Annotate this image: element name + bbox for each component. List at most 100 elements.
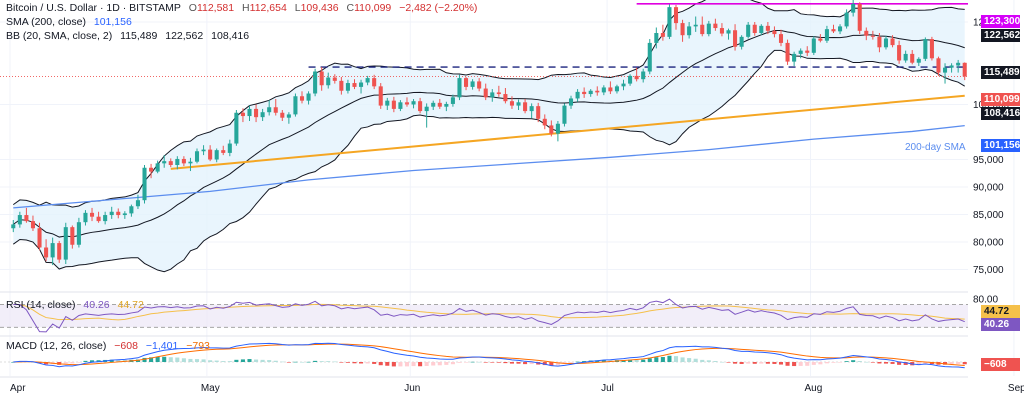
macd-histogram-bar [221, 361, 226, 362]
macd-histogram-bar [299, 361, 305, 363]
candle [555, 121, 560, 142]
candle-body [221, 150, 226, 153]
candle [496, 85, 501, 97]
candle [162, 155, 167, 168]
macd-histogram-bar [956, 362, 961, 365]
macd-histogram-bar [254, 359, 259, 362]
candle-body [687, 26, 692, 36]
rsi-tag: 40.26 [981, 318, 1020, 331]
macd-histogram-bar [706, 360, 711, 362]
candle-body [851, 3, 856, 13]
candle-body [647, 42, 652, 72]
candle [70, 225, 75, 249]
macd-histogram-bar [746, 362, 751, 364]
candle-body [63, 227, 68, 260]
candle-body [824, 29, 829, 41]
macd-histogram-bar [385, 362, 390, 366]
macd-histogram-bar [168, 357, 173, 362]
sma-200-line [13, 124, 965, 209]
candle-body [805, 50, 810, 53]
candle-body [923, 39, 928, 59]
candle [175, 156, 180, 170]
candle-body [700, 24, 705, 35]
candle-body [365, 78, 370, 83]
candle [759, 24, 764, 36]
macd-histogram-bar [70, 362, 75, 364]
candle [418, 97, 423, 114]
candle-body [838, 26, 843, 32]
candle-body [654, 33, 659, 43]
candle [359, 79, 364, 94]
macd-histogram-bar [687, 358, 692, 362]
sma-value: 101,156 [93, 16, 132, 28]
macd-histogram-bar [923, 362, 928, 365]
macd-histogram-bar [765, 362, 770, 364]
macd-histogram-bar [175, 357, 180, 362]
candle [11, 220, 16, 233]
candle-body [155, 163, 160, 172]
candle [601, 85, 606, 96]
candle-body [17, 215, 22, 225]
candle [798, 48, 803, 59]
macd-histogram-bar [818, 362, 823, 365]
candle [733, 24, 738, 51]
candle [490, 89, 495, 102]
candle [431, 100, 436, 110]
candle-body [831, 29, 836, 32]
candle-body [201, 149, 206, 152]
macd-histogram-bar [37, 362, 42, 364]
candle-body [50, 243, 55, 258]
macd-histogram-bar [273, 360, 278, 362]
candle-body [424, 106, 429, 112]
candle-body [208, 149, 213, 160]
macd-histogram-bar [680, 357, 685, 362]
candle-body [273, 107, 278, 113]
candle [424, 103, 429, 128]
sma-annotation: 200-day SMA [905, 142, 966, 153]
price-tick-label: 85,000 [973, 210, 1004, 221]
price-tick-label: 75,000 [973, 265, 1004, 276]
change-value: −2,482 (−2.20%) [399, 2, 478, 14]
candle-body [437, 102, 442, 107]
macd-histogram-bar [549, 362, 554, 366]
candle-body [785, 42, 790, 62]
candle-body [116, 211, 121, 216]
candle [247, 105, 252, 121]
macd-histogram-bar [313, 360, 318, 362]
candle [818, 34, 823, 43]
macd-histogram-bar [477, 361, 482, 363]
candle-body [359, 82, 364, 87]
macd-histogram-bar [883, 362, 889, 364]
candle [575, 89, 580, 102]
candle-body [897, 45, 902, 61]
candle [24, 207, 29, 223]
macd-histogram-bar [188, 358, 193, 362]
candle [838, 24, 843, 35]
candle-body [464, 78, 469, 87]
candle [772, 26, 777, 38]
candle-body [418, 101, 423, 112]
candle-body [293, 96, 298, 115]
time-tick-label: Jun [404, 383, 420, 394]
bb-basis-line [12, 30, 965, 238]
macd-histogram-bar [713, 361, 718, 362]
candle [595, 86, 600, 96]
sma-label: SMA (200, close) [6, 16, 86, 28]
candle [135, 194, 140, 209]
candle-body [916, 58, 921, 63]
bb-upper-value: 122,562 [165, 30, 204, 42]
candle [568, 95, 574, 109]
candle-body [496, 92, 501, 95]
macd-histogram-bar [89, 360, 95, 362]
candle-body [24, 215, 29, 222]
candle [345, 79, 350, 94]
candle-body [549, 125, 554, 134]
candle [437, 99, 442, 109]
macd-histogram-bar [201, 359, 206, 362]
candle [227, 139, 232, 157]
candle [529, 103, 534, 119]
rsi-ma-line [13, 303, 965, 321]
macd-histogram-bar [805, 362, 810, 366]
candle-body [352, 83, 357, 87]
